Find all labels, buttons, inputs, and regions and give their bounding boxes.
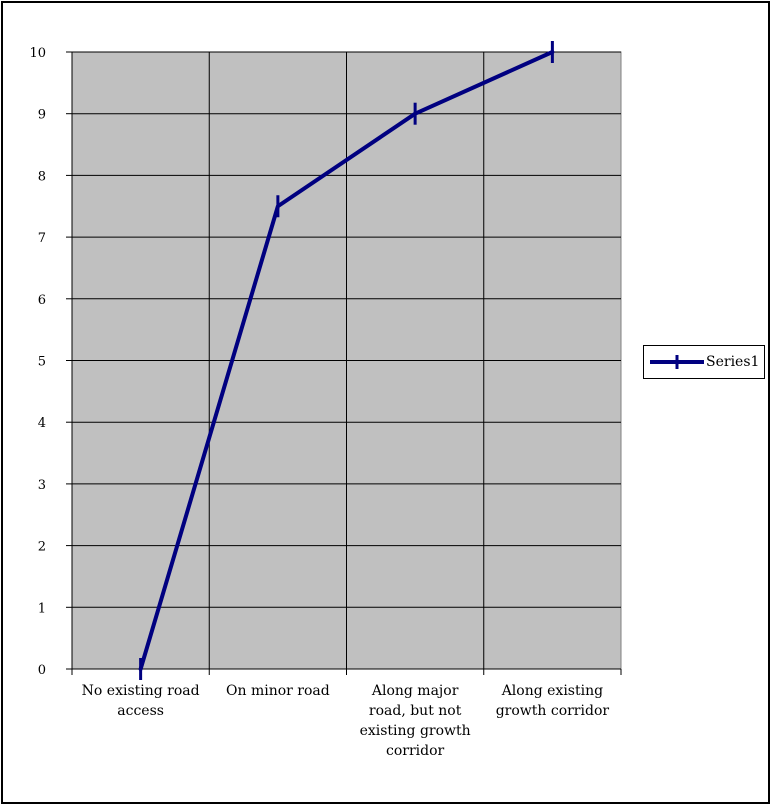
x-category-label-line: existing growth [360, 723, 471, 739]
y-tick-label: 6 [38, 293, 46, 308]
y-tick-label: 1 [38, 601, 46, 616]
y-tick-label: 7 [38, 231, 46, 246]
gridlines [72, 51, 621, 669]
x-category-label-line: access [117, 703, 164, 719]
x-category-label-line: Along major [371, 683, 459, 699]
x-category-label: No existing road access [82, 683, 200, 719]
x-category-label: Along existing growth corridor [496, 683, 610, 719]
y-tick-label: 10 [29, 46, 46, 61]
series-line [138, 50, 555, 671]
y-tick-label: 8 [38, 169, 46, 184]
labels: 0 1 2 3 4 5 6 7 8 9 10 No existing road access On min… [29, 46, 609, 759]
x-category-label-line: No existing road [82, 683, 200, 699]
x-category-label-line: road, but not [369, 703, 462, 719]
x-category-label-line: On minor road [226, 683, 330, 699]
legend: Series1 [643, 345, 765, 379]
x-category-label-line: growth corridor [496, 703, 610, 719]
y-tick-label: 9 [38, 108, 46, 123]
series-layer [138, 41, 555, 680]
y-tick-label: 5 [38, 355, 46, 370]
legend-swatch [650, 355, 704, 369]
x-category-label-line: Along existing [501, 683, 603, 699]
axes [66, 51, 622, 675]
y-tick-label: 2 [38, 540, 46, 555]
x-category-label: Along major road, but not existing growth c… [360, 683, 471, 759]
y-tick-label: 0 [38, 663, 46, 678]
y-tick-label: 3 [38, 478, 46, 493]
legend-label: Series1 [706, 354, 760, 370]
y-tick-label: 4 [38, 416, 46, 431]
x-category-label: On minor road [226, 683, 330, 699]
x-category-label-line: corridor [386, 743, 445, 759]
